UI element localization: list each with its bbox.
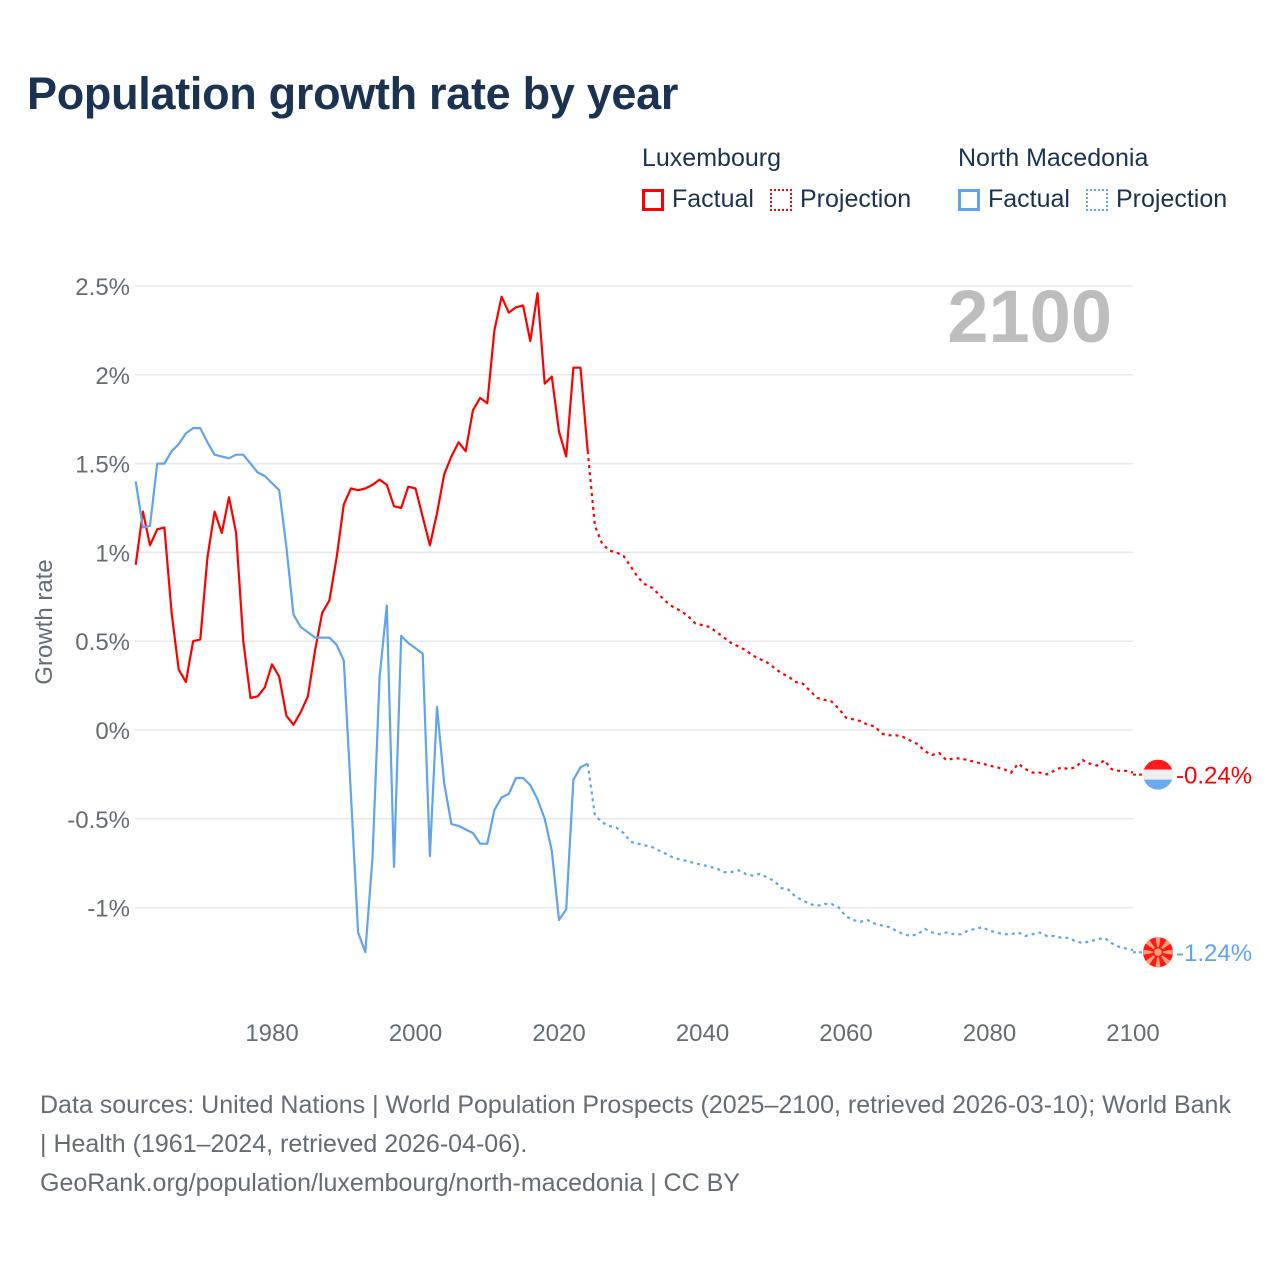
y-tick-label: -0.5% [67, 807, 130, 834]
x-tick-label: 2020 [532, 1020, 585, 1047]
luxembourg-projection-line [586, 451, 1134, 776]
legend-item-luxembourg-factual[interactable]: Factual [642, 185, 754, 214]
y-tick-label: 1.5% [75, 452, 130, 479]
flag-ray [1155, 937, 1161, 953]
x-tick-label: 2040 [676, 1020, 729, 1047]
luxembourg-factual-line [134, 292, 589, 726]
chart-title: Population growth rate by year [27, 68, 679, 119]
x-tick-label: 2080 [963, 1020, 1016, 1047]
y-tick-label: 2.5% [75, 274, 130, 301]
y-tick-label: 2% [95, 363, 130, 390]
flag-stripe-white [1143, 769, 1173, 780]
solid-swatch-icon [642, 188, 664, 211]
x-tick-label: 1980 [245, 1020, 298, 1047]
x-axis-ticks: 1980 2000 2020 2040 2060 2080 2100 [245, 1020, 1159, 1047]
flag-sun [1152, 946, 1164, 958]
legend-north-macedonia: North Macedonia Factual Projection [958, 144, 1243, 214]
legend-item-north-macedonia-factual[interactable]: Factual [958, 185, 1070, 214]
flag-ray [1143, 949, 1158, 955]
y-tick-label: 0.5% [75, 629, 130, 656]
data-sources: Data sources: United Nations | World Pop… [40, 1091, 1231, 1158]
flag-stripe-red [1143, 759, 1173, 770]
legend-luxembourg: Luxembourg Factual Projection [642, 144, 927, 214]
legend-country-name: North Macedonia [958, 144, 1149, 172]
x-tick-label: 2060 [819, 1020, 872, 1047]
y-axis-label: Growth rate [31, 559, 58, 684]
legend-label: Factual [672, 185, 754, 213]
luxembourg-flag-icon [1143, 759, 1173, 790]
y-tick-label: -1% [87, 896, 130, 923]
north-macedonia-factual-line [134, 427, 589, 954]
series-lines [134, 292, 1134, 954]
flag-ray [1158, 949, 1173, 955]
solid-swatch-icon [958, 188, 980, 211]
flag-stripe-blue [1143, 779, 1173, 790]
legend-label: Factual [988, 185, 1070, 213]
legend-country-name: Luxembourg [642, 144, 781, 172]
source-link[interactable]: GeoRank.org/population/luxembourg/north-… [40, 1169, 740, 1197]
north-macedonia-flag-icon [1143, 937, 1173, 968]
legend-label: Projection [799, 185, 912, 213]
y-tick-label: 1% [95, 540, 130, 567]
dotted-swatch-icon [769, 188, 792, 211]
end-value-label: -0.24% [1176, 763, 1252, 790]
year-display: 2100 [947, 275, 1112, 358]
x-tick-label: 2100 [1106, 1020, 1159, 1047]
flag-ray [1155, 952, 1161, 968]
y-tick-label: 0% [95, 718, 130, 745]
legend-item-luxembourg-projection[interactable]: Projection [769, 185, 912, 214]
flag-stripes [1143, 759, 1173, 790]
y-axis-ticks: 2.5% 2% 1.5% 1% 0.5% 0% -0.5% -1% [67, 274, 130, 923]
gridlines [135, 285, 1133, 909]
north-macedonia-projection-line [586, 763, 1134, 952]
footer: Data sources: United Nations | World Pop… [40, 1086, 1240, 1203]
end-value-label: -1.24% [1176, 940, 1252, 967]
end-markers: -0.24% -1.24% [1133, 759, 1252, 968]
dotted-swatch-icon [1085, 188, 1108, 211]
x-tick-label: 2000 [389, 1020, 442, 1047]
legend-item-north-macedonia-projection[interactable]: Projection [1085, 185, 1228, 214]
legend-label: Projection [1115, 185, 1228, 213]
